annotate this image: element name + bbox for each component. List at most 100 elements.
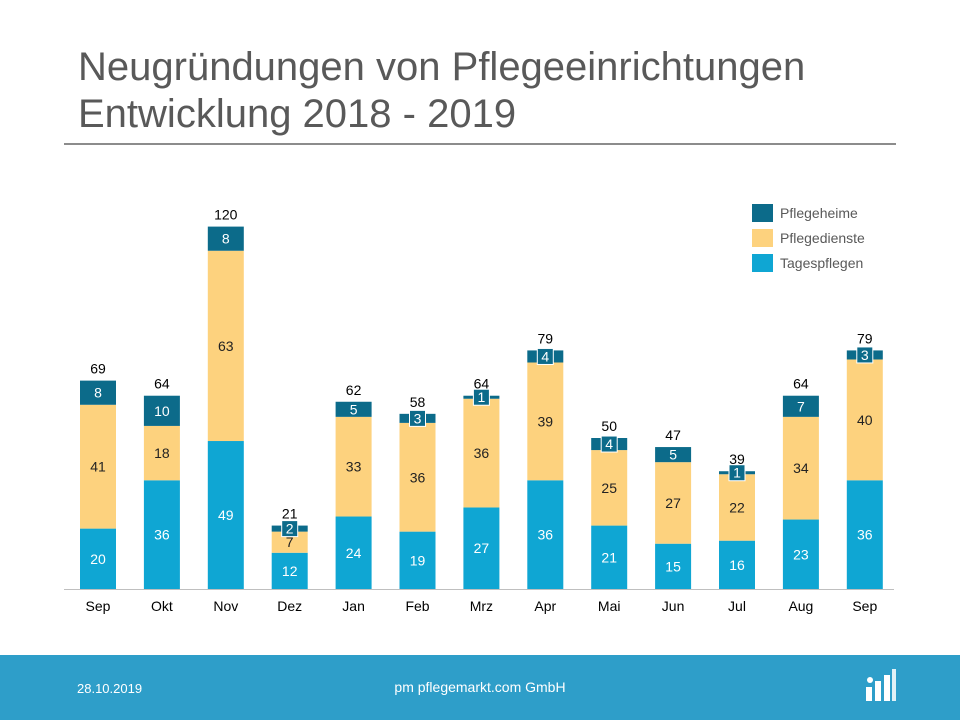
bar-segment-pflegedienste [335,416,372,517]
data-label-pflegeheime: 8 [222,231,230,247]
data-label-pflegedienste: 36 [474,445,490,461]
data-label-pflegedienste: 22 [729,499,745,515]
bar-segment-pflegeheime [143,395,180,426]
bar-segment-tagespflegen [463,507,500,589]
data-label-pflegeheime: 5 [669,447,677,463]
data-label-tagespflegen: 36 [538,527,554,543]
bar-segment-pflegeheime [335,401,372,417]
x-tick-label: Nov [213,598,238,614]
bar-segment-pflegedienste [463,398,500,508]
chart-title: Neugründungen von Pflegeeinrichtungen En… [78,44,918,138]
total-label: 79 [538,330,554,346]
data-label-tagespflegen: 27 [474,540,490,556]
data-label-pflegeheime: 7 [797,398,805,414]
x-tick-label: Mai [598,598,621,614]
bar-segment-tagespflegen [399,531,436,589]
stacked-bar-chart: 2041869Sep36181064Okt49638120Nov127221De… [64,204,894,614]
data-label-pflegeheime: 3 [414,410,422,426]
data-label-tagespflegen: 21 [601,549,617,565]
pflegemarkt-logo-icon [866,669,896,701]
legend-swatch-tagespflegen [752,254,773,272]
data-label-pflegedienste: 63 [218,338,234,354]
data-label-box [536,347,554,365]
bar-segment-pflegeheime [782,395,819,417]
data-label-pflegedienste: 36 [410,469,426,485]
data-label-box [728,464,746,482]
x-tick-label: Aug [788,598,813,614]
data-label-box [409,409,426,427]
total-label: 64 [154,376,170,392]
bar-segment-pflegedienste [143,425,180,481]
total-label: 79 [857,330,873,346]
total-label: 64 [474,376,490,392]
data-label-pflegedienste: 40 [857,412,873,428]
footer-bar: 28.10.2019 pm pflegemarkt.com GmbH [0,655,960,720]
bar-segment-pflegeheime [80,380,116,405]
x-tick-label: Okt [151,598,173,614]
data-label-pflegedienste: 33 [346,459,362,475]
data-label-pflegedienste: 41 [90,459,106,475]
total-label: 58 [410,394,426,410]
data-label-box [600,435,618,453]
bar-segment-pflegedienste [207,250,244,442]
bar-segment-pflegedienste [527,362,564,481]
legend-label-tagespflegen: Tagespflegen [780,255,863,271]
title-line-2: Entwicklung 2018 - 2019 [78,92,517,136]
data-label-tagespflegen: 16 [729,557,745,573]
data-label-pflegeheime: 4 [541,348,549,364]
x-tick-label: Apr [534,598,556,614]
x-tick-label: Jan [342,598,365,614]
data-label-pflegedienste: 39 [538,413,554,429]
data-label-pflegeheime: 10 [154,403,170,419]
legend-label-pflegedienste: Pflegedienste [780,230,865,246]
data-label-pflegeheime: 1 [478,389,486,405]
data-label-tagespflegen: 23 [793,546,809,562]
bar-segment-tagespflegen [271,552,308,589]
data-label-pflegedienste: 27 [665,495,681,511]
legend-label-pflegeheime: Pflegeheime [780,205,858,221]
bar-segment-tagespflegen [80,528,116,589]
bar-segment-pflegeheime [207,226,244,251]
data-label-pflegeheime: 8 [94,385,102,401]
total-label: 69 [90,361,106,377]
total-label: 47 [665,427,681,443]
bar-segment-tagespflegen [527,480,564,589]
data-label-pflegeheime: 3 [861,347,869,363]
data-label-box [472,388,490,406]
footer-date: 28.10.2019 [77,681,143,696]
total-label: 62 [346,382,362,398]
title-line-1: Neugründungen von Pflegeeinrichtungen [78,45,806,89]
x-tick-label: Feb [405,598,429,614]
legend-swatch-pflegeheime [752,204,773,222]
bar-segment-pflegedienste [719,474,755,541]
bar-segment-pflegedienste [591,450,628,526]
data-label-box [856,346,874,364]
data-label-pflegeheime: 1 [733,465,741,481]
total-label: 50 [601,418,617,434]
data-label-tagespflegen: 19 [410,552,426,568]
bar-segment-tagespflegen [782,519,819,589]
bar-segment-pflegedienste [271,531,308,553]
x-tick-label: Mrz [470,598,493,614]
title-divider [64,143,896,145]
legend-swatch-pflegedienste [752,229,773,247]
data-label-tagespflegen: 15 [665,558,681,574]
bar-segment-pflegeheime [655,447,692,463]
bar-segment-tagespflegen [719,540,755,589]
data-label-pflegedienste: 34 [793,460,809,476]
data-label-tagespflegen: 36 [154,527,170,543]
bar-segment-tagespflegen [335,516,372,589]
bar-segment-tagespflegen [846,480,883,589]
x-tick-label: Jun [662,598,685,614]
data-label-pflegedienste: 18 [154,445,170,461]
bar-segment-pflegedienste [399,422,436,532]
x-tick-label: Sep [852,598,877,614]
x-tick-label: Sep [86,598,111,614]
data-label-pflegedienste: 7 [286,534,294,550]
bar-segment-pflegedienste [782,416,819,520]
x-tick-label: Jul [728,598,746,614]
footer-company: pm pflegemarkt.com GmbH [394,679,566,695]
bar-segment-pflegedienste [80,404,116,529]
data-label-tagespflegen: 20 [90,551,106,567]
data-label-tagespflegen: 36 [857,527,873,543]
